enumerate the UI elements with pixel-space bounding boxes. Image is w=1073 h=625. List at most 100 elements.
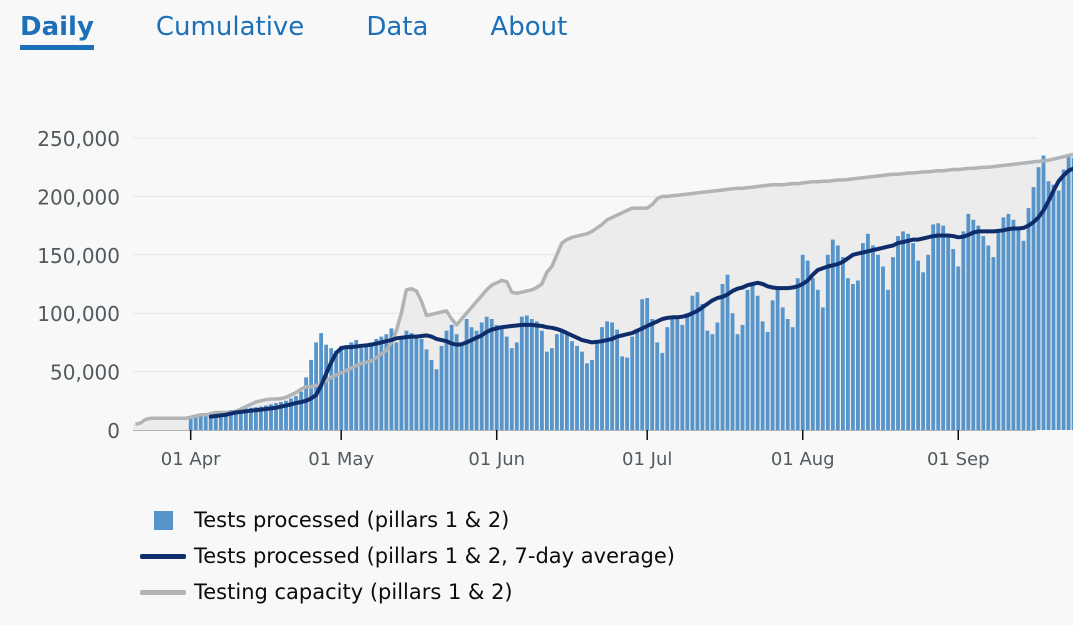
bar: [645, 298, 650, 430]
bar: [1036, 167, 1041, 430]
x-tick-label: 01 Jun: [468, 449, 525, 470]
bar: [529, 319, 534, 430]
bar: [986, 245, 991, 430]
bar: [484, 316, 489, 430]
bar: [630, 336, 635, 430]
bar: [469, 327, 474, 430]
bar: [830, 239, 835, 430]
bar: [1051, 184, 1056, 430]
bar: [254, 407, 258, 430]
tab-about[interactable]: About: [490, 12, 568, 42]
legend-label: Tests processed (pillars 1 & 2): [194, 508, 510, 532]
bar: [795, 278, 800, 430]
bar: [284, 400, 288, 430]
bar: [289, 398, 293, 430]
bar: [304, 377, 309, 430]
bar: [349, 342, 354, 430]
bar: [208, 413, 213, 430]
x-tick-label: 01 Apr: [161, 449, 221, 470]
bar: [710, 334, 715, 430]
bar: [805, 260, 810, 430]
bar: [550, 348, 554, 430]
bar: [1031, 187, 1036, 430]
bar: [193, 416, 198, 430]
bar: [449, 324, 454, 430]
bar: [695, 292, 700, 430]
bar: [735, 334, 740, 430]
bar: [504, 336, 509, 430]
bar: [534, 321, 539, 430]
bar: [590, 359, 594, 430]
y-tick-label: 150,000: [37, 244, 120, 268]
bar: [334, 350, 339, 430]
bar: [881, 266, 885, 430]
bar: [600, 327, 604, 430]
bar: [770, 300, 775, 430]
bar: [1046, 181, 1051, 430]
bar: [444, 330, 449, 430]
bar: [610, 322, 615, 430]
bar: [344, 348, 349, 430]
bar: [946, 237, 951, 430]
bar: [274, 403, 278, 430]
bar: [650, 319, 655, 430]
legend-item-testing-capacity[interactable]: Testing capacity (pillars 1 & 2): [140, 574, 675, 610]
bar: [218, 411, 223, 430]
bar: [941, 225, 946, 430]
bar: [585, 363, 589, 430]
bar: [228, 410, 233, 430]
bar: [519, 316, 524, 430]
bar: [389, 328, 394, 430]
bar: [419, 338, 424, 430]
bar: [198, 416, 203, 430]
bar: [665, 327, 670, 430]
y-tick-label: 50,000: [50, 361, 120, 385]
bar: [429, 359, 434, 430]
bar: [846, 278, 850, 430]
bar: [404, 330, 409, 430]
bar: [931, 224, 936, 430]
bar: [474, 330, 479, 430]
bar: [911, 243, 916, 430]
y-tick-label: 100,000: [37, 302, 120, 326]
x-tick-label: 01 Jul: [622, 449, 672, 470]
bar: [625, 357, 630, 430]
bar: [961, 231, 966, 430]
legend-item-seven-day-average[interactable]: Tests processed (pillars 1 & 2, 7-day av…: [140, 538, 675, 574]
bar: [570, 341, 574, 430]
tab-data[interactable]: Data: [366, 12, 429, 42]
bar: [188, 417, 193, 430]
bar: [871, 245, 875, 430]
bar: [981, 236, 986, 430]
bar: [966, 213, 971, 430]
legend-item-tests-processed[interactable]: Tests processed (pillars 1 & 2): [140, 502, 675, 538]
bar: [359, 348, 364, 430]
bar: [233, 409, 238, 430]
bar: [635, 330, 640, 430]
bar: [841, 257, 845, 430]
y-tick-label: 200,000: [37, 185, 120, 209]
bar: [269, 404, 273, 430]
bar: [956, 266, 961, 430]
bar: [213, 412, 218, 430]
bar: [896, 236, 900, 430]
bar: [851, 284, 855, 430]
testing-chart: 0 50,000 100,000 150,000 200,000 250,000 01 Ap…: [37, 127, 1073, 470]
tab-cumulative[interactable]: Cumulative: [155, 12, 305, 42]
y-tick-label: 0: [107, 419, 120, 443]
chart-legend: Tests processed (pillars 1 & 2) Tests pr…: [140, 502, 675, 610]
bar: [324, 344, 329, 430]
bar: [454, 334, 459, 430]
tab-daily[interactable]: Daily: [20, 0, 94, 50]
bar: [690, 295, 695, 430]
bar: [775, 289, 780, 430]
bar: [750, 284, 755, 430]
bar: [439, 345, 444, 430]
bar: [379, 336, 384, 430]
seven-day-average-line: [208, 166, 1073, 419]
bar: [730, 313, 735, 430]
bar: [575, 345, 579, 430]
tab-bar: Daily Cumulative Data About: [20, 0, 629, 60]
bar: [399, 336, 404, 430]
bar: [259, 406, 263, 430]
